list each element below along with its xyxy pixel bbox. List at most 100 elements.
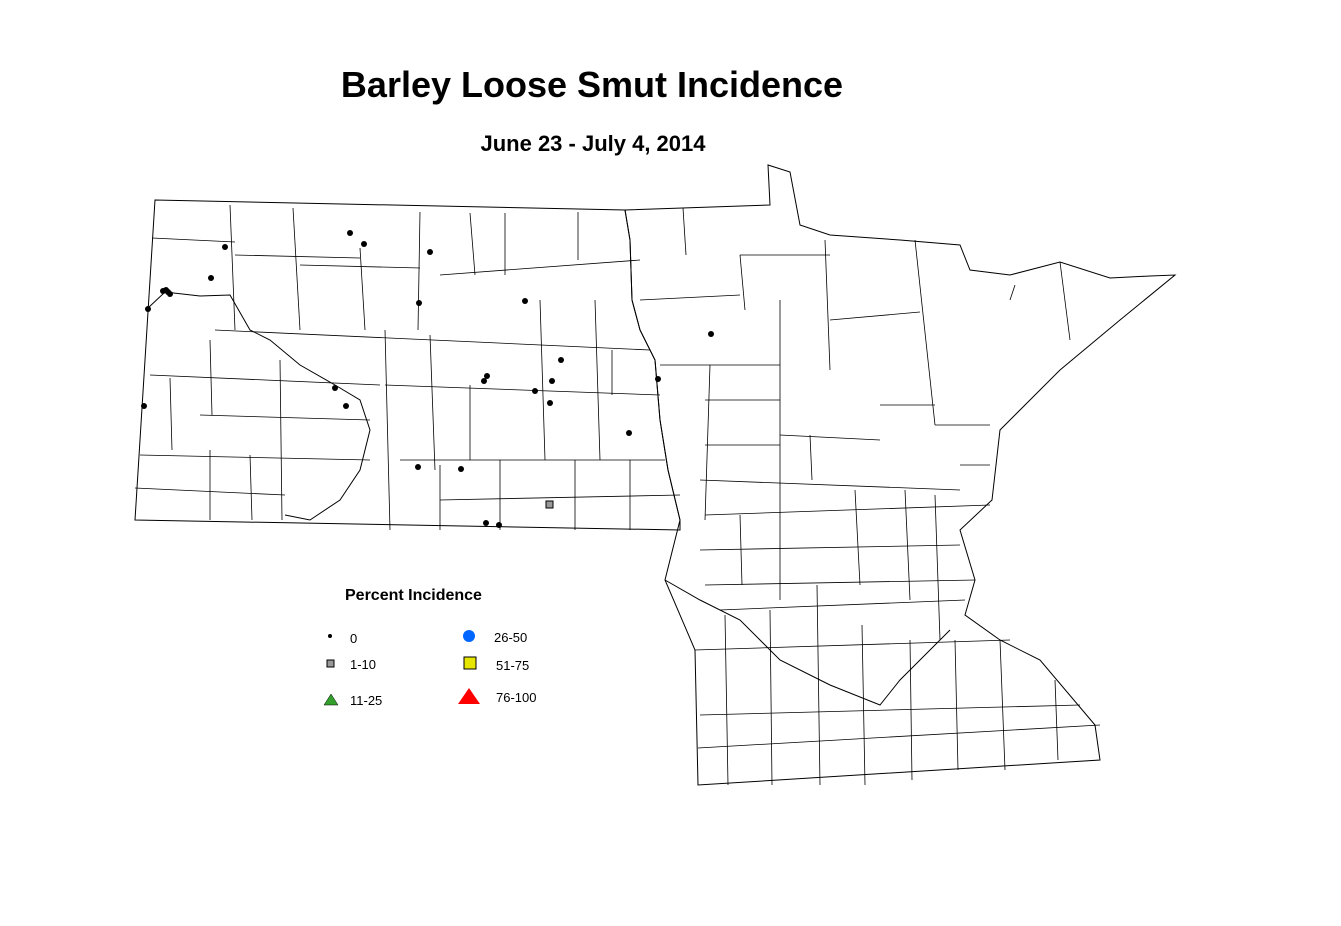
missouri-river (147, 291, 371, 521)
site-marker-0 (458, 466, 464, 472)
county-boundary (639, 294, 741, 301)
county-boundary (429, 334, 436, 471)
county-boundary (1009, 284, 1016, 301)
county-boundary (904, 489, 911, 601)
county-boundary (724, 614, 729, 786)
legend-symbol-26-50 (463, 630, 475, 642)
county-boundary (359, 247, 366, 331)
county-boundary (682, 207, 687, 256)
county-boundary (824, 239, 831, 371)
county-boundary (914, 239, 936, 426)
minnesota-river (664, 579, 951, 706)
county-boundary (169, 377, 173, 451)
site-marker-0 (496, 522, 502, 528)
county-boundary (384, 329, 391, 531)
county-boundary (704, 364, 711, 521)
county-boundary (694, 639, 1011, 651)
north-dakota-outline (134, 199, 681, 531)
site-marker-0 (549, 378, 555, 384)
county-boundary (214, 329, 651, 351)
legend-symbol-51-75 (463, 656, 477, 670)
site-marker-0 (361, 241, 367, 247)
site-marker-0 (481, 378, 487, 384)
site-marker-0 (343, 403, 349, 409)
county-boundary (151, 237, 236, 243)
map-title: Barley Loose Smut Incidence (340, 64, 844, 105)
county-boundary (934, 494, 941, 641)
county-boundary (699, 479, 961, 491)
county-boundary (779, 434, 881, 441)
county-boundary (384, 384, 661, 396)
county-boundary (139, 454, 371, 461)
county-boundary (909, 639, 913, 781)
legend-label-26-50: 26-50 (494, 630, 528, 645)
county-boundary (739, 254, 746, 311)
legend-label-11-25: 11-25 (350, 693, 383, 708)
site-marker-0 (167, 291, 173, 297)
county-boundary (229, 204, 236, 331)
county-boundary (149, 374, 381, 386)
site-marker-0 (522, 298, 528, 304)
site-marker-0 (427, 249, 433, 255)
county-boundary (234, 254, 361, 259)
site-marker-0 (532, 388, 538, 394)
county-boundary (299, 264, 421, 269)
county-boundary (854, 489, 861, 586)
site-marker-0 (484, 373, 490, 379)
county-boundary (954, 639, 959, 771)
legend-symbol-76-100 (458, 688, 480, 704)
site-marker-0 (558, 357, 564, 363)
county-boundary (199, 414, 371, 421)
legend-label-51-75: 51-75 (496, 658, 530, 673)
county-boundary (1059, 261, 1071, 341)
site-marker-0 (163, 287, 169, 293)
site-marker-0 (332, 385, 338, 391)
county-boundary (292, 207, 301, 331)
county-boundary (699, 704, 1081, 716)
minnesota-outline (624, 164, 1177, 786)
county-boundary (469, 212, 476, 276)
county-boundary (1054, 679, 1059, 761)
site-marker-0 (347, 230, 353, 236)
site-marker-0 (655, 376, 661, 382)
site-marker-0 (626, 430, 632, 436)
legend-symbol-1-10 (326, 659, 335, 668)
county-boundary (699, 544, 961, 551)
county-boundary (769, 609, 773, 786)
site-marker-0 (208, 275, 214, 281)
county-boundary (829, 311, 921, 321)
site-marker-0 (141, 403, 147, 409)
county-boundary (999, 639, 1006, 771)
county-boundary (594, 299, 601, 461)
county-boundary (439, 259, 641, 276)
legend-symbol-0 (328, 634, 332, 638)
site-marker-0 (416, 300, 422, 306)
county-boundary (539, 299, 546, 461)
site-marker-0 (708, 331, 714, 337)
site-marker-0 (145, 306, 151, 312)
legend-title: Percent Incidence (345, 587, 482, 604)
site-marker-0 (547, 400, 553, 406)
county-boundary (439, 494, 681, 501)
county-boundary (861, 624, 866, 786)
county-boundary (697, 724, 1101, 749)
county-boundary (704, 504, 991, 516)
county-boundary (739, 514, 743, 586)
legend-label-76-100: 76-100 (496, 690, 537, 705)
county-boundary (816, 584, 821, 786)
county-boundary (279, 359, 283, 521)
county-boundary (719, 599, 966, 611)
county-boundary (704, 579, 976, 586)
legend-symbol-11-25 (323, 693, 339, 706)
county-boundary (809, 434, 813, 481)
legend-label-0: 0 (350, 631, 358, 646)
legend-label-1-10: 1-10 (350, 657, 377, 672)
site-marker-0 (415, 464, 421, 470)
county-boundary (209, 339, 213, 416)
site-marker-1-10 (545, 500, 554, 509)
map-subtitle: June 23 - July 4, 2014 (480, 131, 706, 156)
site-marker-0 (222, 244, 228, 250)
county-boundary (417, 211, 421, 331)
